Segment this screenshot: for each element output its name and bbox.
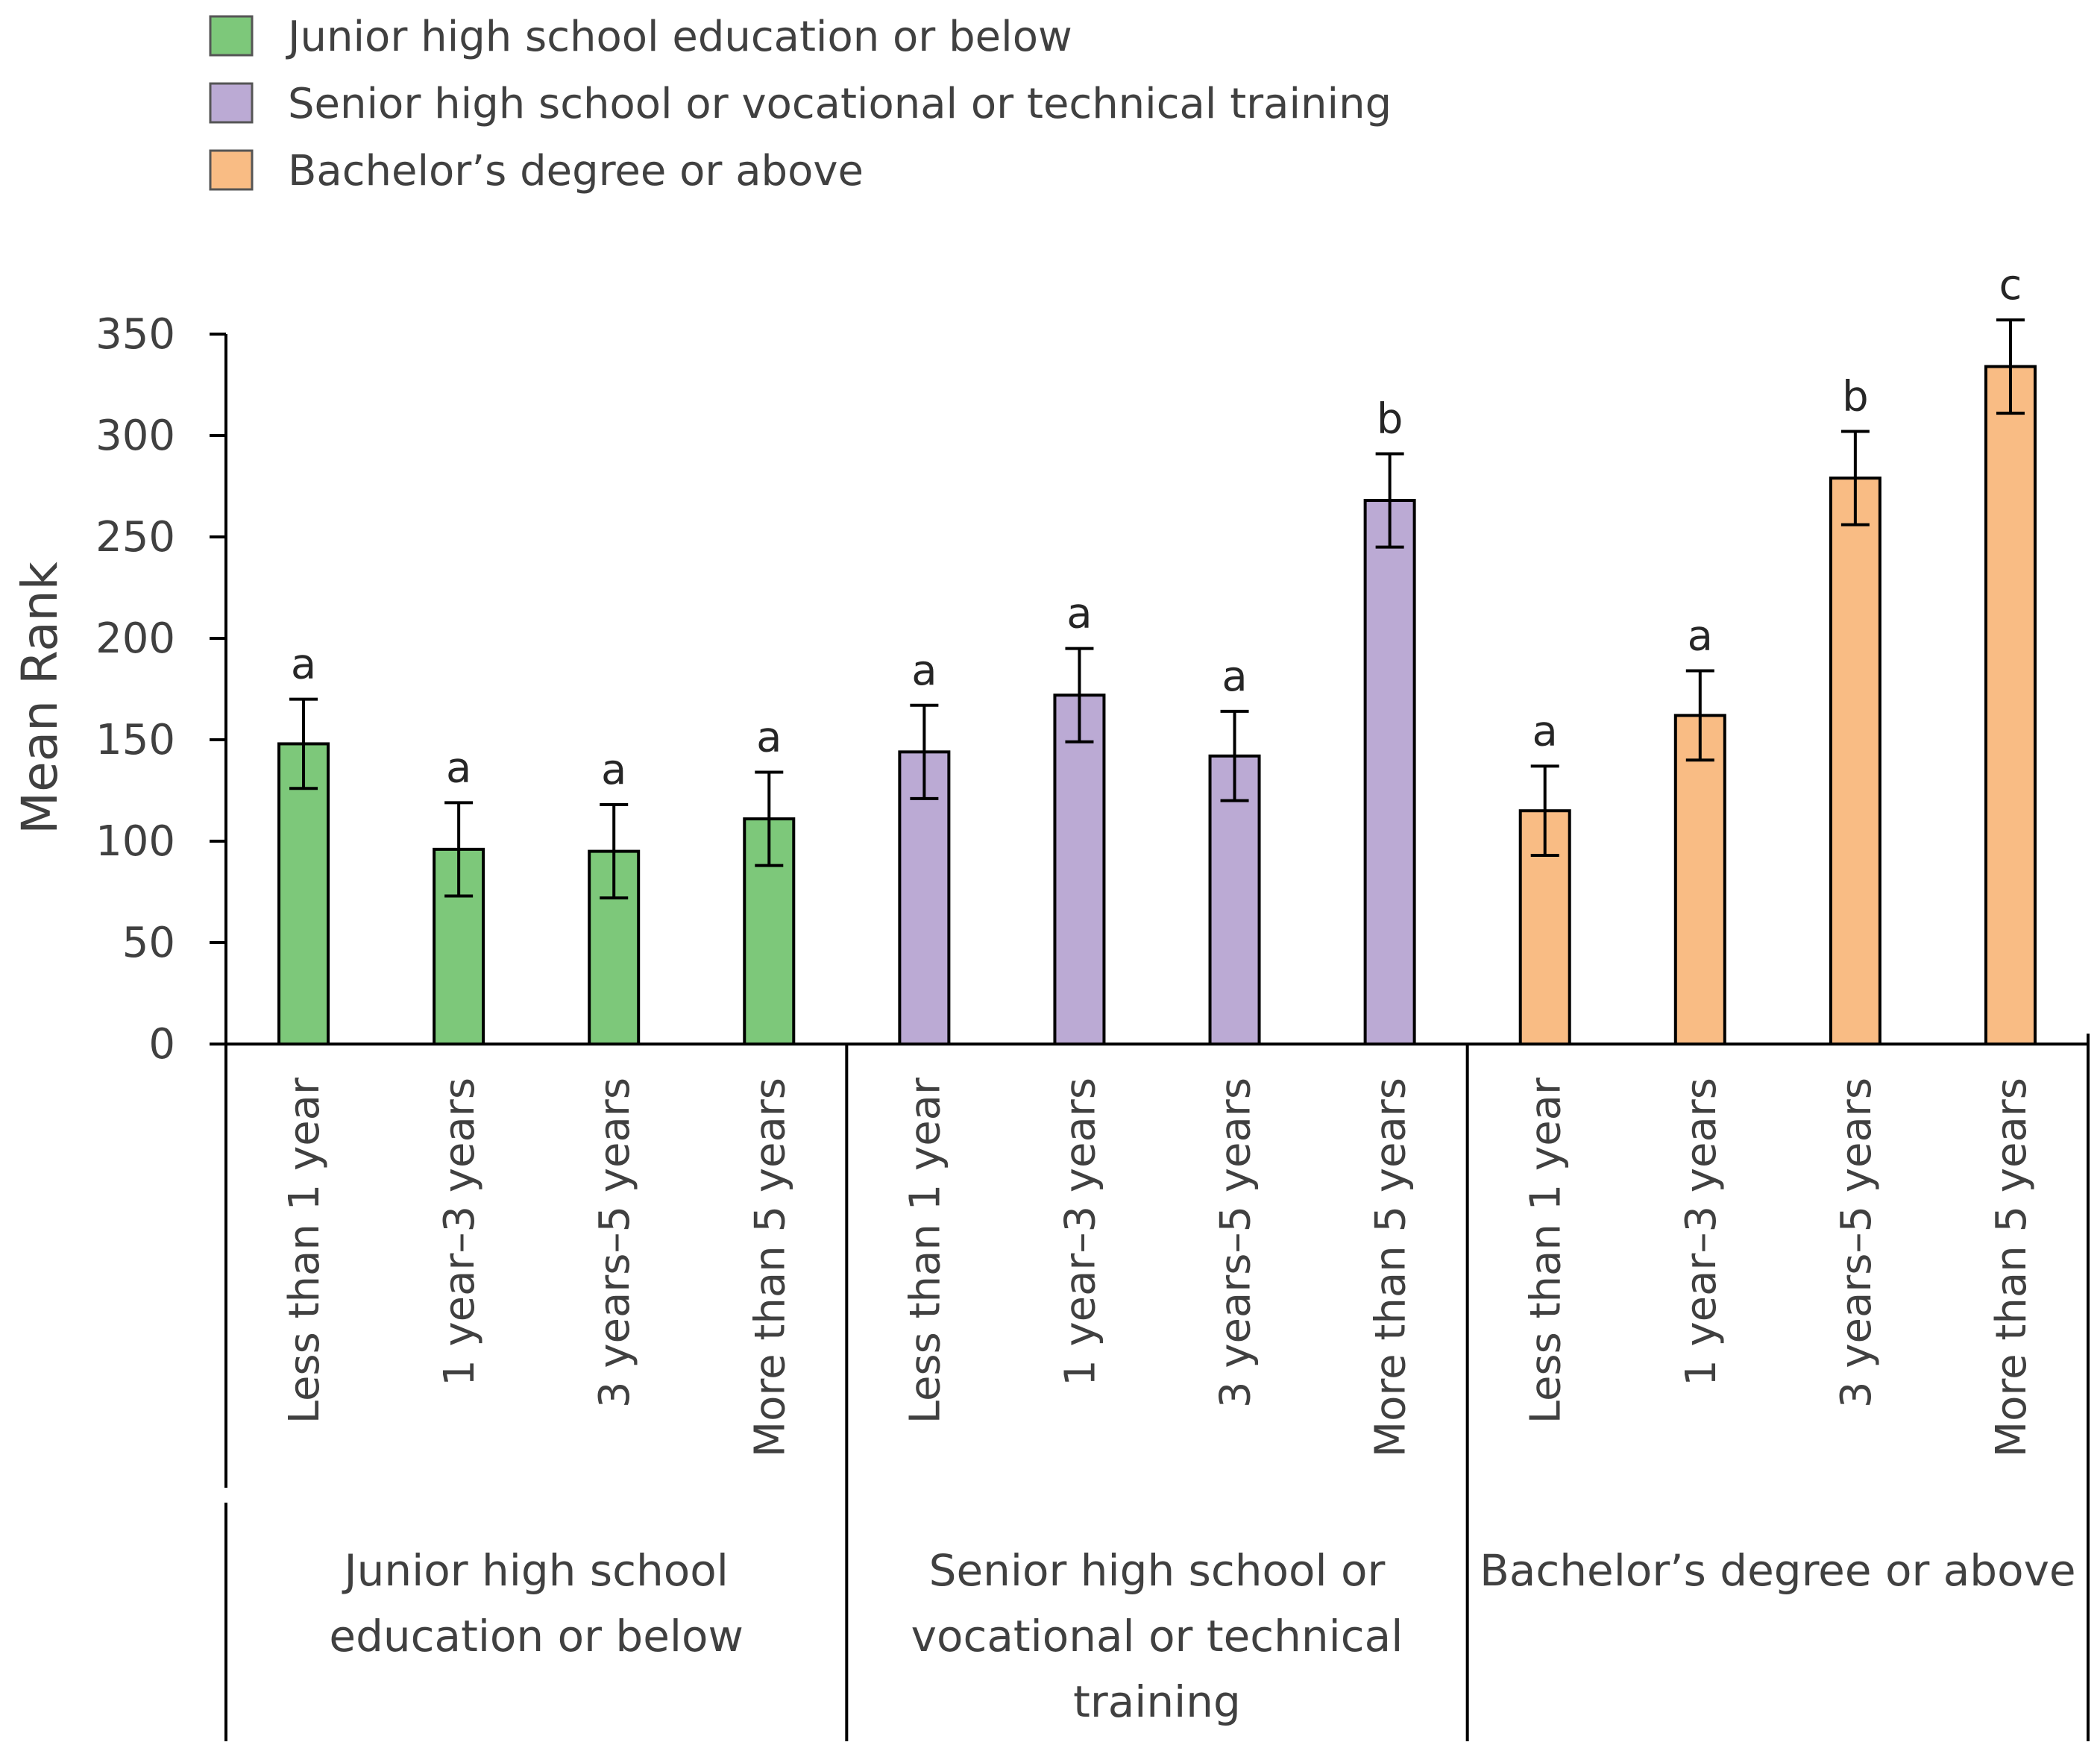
- category-label: Less than 1 year: [280, 1077, 329, 1424]
- significance-letter: b: [1377, 394, 1403, 443]
- legend-swatch: [209, 82, 254, 124]
- legend-label: Junior high school education or below: [286, 13, 1072, 61]
- category-label: Less than 1 year: [901, 1077, 949, 1424]
- significance-letter: a: [911, 647, 937, 695]
- legend: Junior high school education or below Sen…: [209, 13, 1392, 195]
- bar: [1673, 714, 1726, 1046]
- category-label: 3 years–5 years: [1212, 1078, 1260, 1408]
- labels: a Less than 1 year a 1 year–3 years a 3 years…: [280, 261, 2076, 1727]
- bar: [1363, 499, 1416, 1046]
- significance-letter: a: [601, 746, 626, 794]
- category-label: More than 5 years: [1987, 1078, 2036, 1457]
- y-axis-title: Mean Rank: [11, 561, 69, 834]
- legend-label: Senior high school or vocational or tech…: [288, 80, 1392, 128]
- bars: [277, 318, 2037, 1046]
- legend-swatch: [209, 15, 254, 57]
- bar: [898, 750, 951, 1046]
- y-tick-label: 250: [95, 513, 175, 562]
- y-tick-label: 150: [95, 716, 175, 764]
- bar: [1984, 365, 2037, 1046]
- significance-letter: a: [1688, 612, 1713, 661]
- significance-letter: c: [1999, 261, 2022, 309]
- significance-letter: a: [1222, 653, 1247, 701]
- bar: [1829, 477, 1881, 1046]
- y-tick-label: 350: [95, 310, 175, 359]
- bar: [1208, 754, 1261, 1046]
- significance-letter: a: [1066, 590, 1092, 638]
- category-label: 3 years–5 years: [591, 1078, 639, 1408]
- group-label: Senior high school or: [929, 1545, 1386, 1596]
- category-label: More than 5 years: [746, 1078, 794, 1457]
- category-label: Less than 1 year: [1522, 1077, 1571, 1424]
- category-label: 3 years–5 years: [1832, 1078, 1881, 1408]
- category-label: 1 year–3 years: [1677, 1078, 1726, 1386]
- axes: 0 50 100 150 200 250 300 350 Mean Rank: [11, 310, 2090, 1741]
- significance-letter: a: [756, 714, 782, 762]
- legend-label: Bachelor’s degree or above: [288, 147, 864, 195]
- bar: [1053, 694, 1106, 1046]
- legend-swatch: [209, 149, 254, 191]
- y-tick-label: 200: [95, 614, 175, 663]
- group-label: Junior high school: [342, 1545, 728, 1596]
- y-tick-label: 0: [148, 1020, 175, 1069]
- significance-letter: a: [291, 641, 316, 689]
- category-label: 1 year–3 years: [1056, 1078, 1104, 1386]
- significance-letter: b: [1842, 373, 1869, 421]
- y-tick-label: 50: [122, 919, 175, 967]
- significance-letter: a: [1532, 707, 1558, 755]
- y-tick-label: 300: [95, 412, 175, 460]
- group-label: education or below: [329, 1611, 744, 1661]
- group-label: training: [1073, 1676, 1241, 1727]
- group-label: Bachelor’s degree or above: [1480, 1545, 2076, 1596]
- group-label: vocational or technical: [911, 1611, 1403, 1661]
- category-label: 1 year–3 years: [436, 1078, 484, 1386]
- y-tick-label: 100: [95, 817, 175, 866]
- significance-letter: a: [446, 743, 471, 792]
- category-label: More than 5 years: [1367, 1078, 1415, 1457]
